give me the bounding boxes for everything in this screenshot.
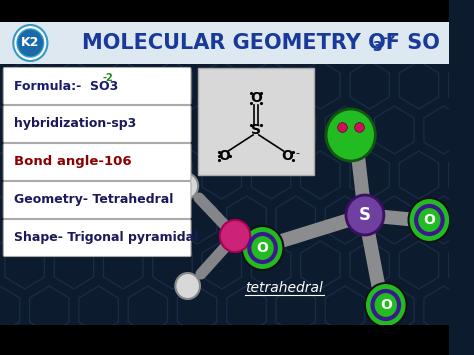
Text: -2: -2 — [382, 32, 396, 44]
FancyBboxPatch shape — [3, 181, 191, 218]
Text: S: S — [359, 206, 371, 224]
Text: Geometry- Tetrahedral: Geometry- Tetrahedral — [14, 193, 173, 207]
Text: -2: -2 — [102, 73, 113, 83]
Text: Shape- Trigonal pyramidal: Shape- Trigonal pyramidal — [14, 231, 199, 245]
FancyBboxPatch shape — [0, 22, 449, 64]
Circle shape — [13, 25, 47, 61]
FancyBboxPatch shape — [3, 67, 191, 104]
Text: O: O — [256, 241, 268, 255]
Text: Formula:-  SO3: Formula:- SO3 — [14, 80, 118, 93]
FancyBboxPatch shape — [0, 0, 449, 22]
Circle shape — [409, 198, 450, 242]
Text: S: S — [251, 123, 261, 137]
FancyBboxPatch shape — [3, 105, 191, 142]
Circle shape — [175, 273, 200, 299]
FancyBboxPatch shape — [0, 325, 449, 355]
Text: hybridization-sp3: hybridization-sp3 — [14, 118, 137, 131]
Text: tetrahedral: tetrahedral — [246, 281, 323, 295]
Text: O: O — [281, 149, 293, 163]
Text: O: O — [219, 149, 230, 163]
Text: 3: 3 — [373, 40, 382, 54]
FancyBboxPatch shape — [3, 143, 191, 180]
Circle shape — [365, 283, 407, 327]
FancyBboxPatch shape — [198, 68, 314, 175]
Text: O: O — [250, 91, 262, 105]
Circle shape — [173, 173, 198, 199]
Text: -: - — [296, 148, 300, 158]
Circle shape — [17, 29, 44, 57]
Text: Bond angle-106: Bond angle-106 — [14, 155, 132, 169]
Text: K2: K2 — [21, 37, 39, 49]
Circle shape — [242, 226, 283, 270]
Circle shape — [220, 220, 250, 252]
FancyBboxPatch shape — [3, 219, 191, 257]
Text: O: O — [380, 298, 392, 312]
Circle shape — [346, 195, 384, 235]
Text: O: O — [423, 213, 435, 227]
Circle shape — [326, 109, 375, 161]
Text: MOLECULAR GEOMETRY OF SO: MOLECULAR GEOMETRY OF SO — [82, 33, 439, 53]
